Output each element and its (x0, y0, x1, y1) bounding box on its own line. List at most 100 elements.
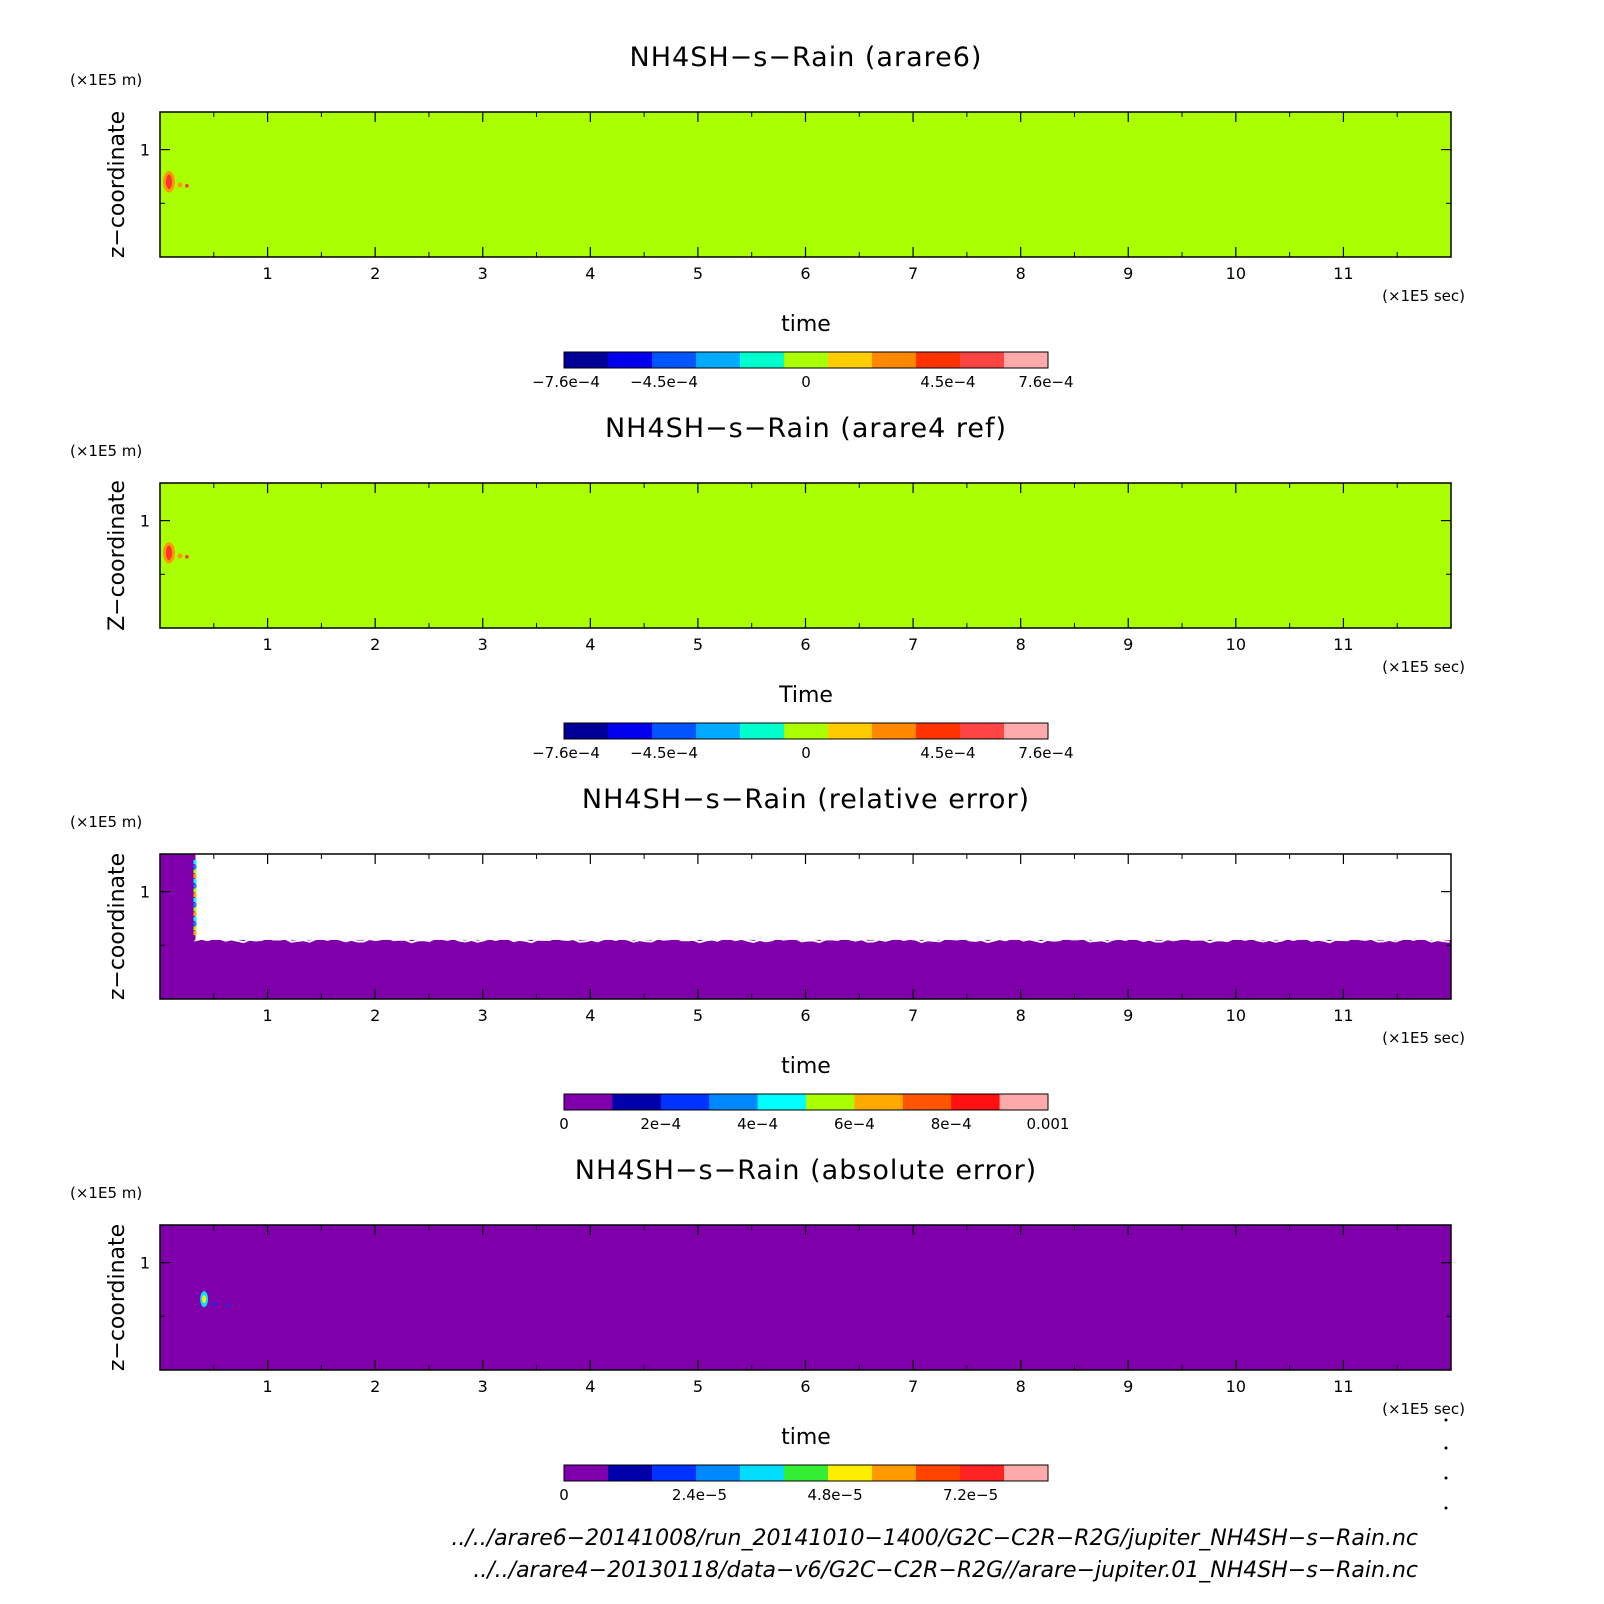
y-unit-label: (×1E5 m) (70, 813, 142, 831)
x-tick-label: 5 (693, 1377, 703, 1396)
x-unit-label: (×1E5 sec) (1382, 1029, 1465, 1047)
undefined-region-edge (194, 936, 1450, 944)
x-tick-label: 9 (1123, 1006, 1133, 1025)
colorbar-swatch (740, 1465, 785, 1481)
x-tick-label: 4 (585, 1377, 595, 1396)
x-tick-label: 8 (1016, 264, 1026, 283)
edge-speck (193, 921, 197, 926)
x-tick-label: 2 (370, 1377, 380, 1396)
colorbar-swatch (564, 1465, 609, 1481)
colorbar-swatch (564, 1094, 613, 1110)
footer-line-2: ../../arare4−20130118/data−v6/G2C−C2R−R2… (473, 1558, 1418, 1583)
colorbar-swatch (740, 723, 785, 739)
edge-speck (193, 888, 197, 893)
colorbar-label: −4.5e−4 (630, 744, 698, 762)
x-tick-label: 4 (585, 1006, 595, 1025)
colorbar-label: 7.6e−4 (1018, 373, 1073, 391)
colorbar-swatch (652, 723, 697, 739)
colorbar-swatch (872, 1465, 917, 1481)
feature-core (202, 1295, 207, 1304)
edge-speck (193, 893, 197, 898)
edge-speck (193, 931, 197, 936)
colorbar-swatch (1004, 723, 1049, 739)
x-tick-label: 3 (478, 264, 488, 283)
colorbar-swatch (960, 352, 1005, 368)
colorbar-label: 4.5e−4 (920, 373, 975, 391)
colorbar-label: −4.5e−4 (630, 373, 698, 391)
colorbar-frame (563, 722, 1049, 740)
colorbar-swatch (784, 723, 829, 739)
x-tick-label: 1 (262, 1006, 272, 1025)
colorbar-swatch (696, 352, 741, 368)
x-tick-label: 11 (1333, 635, 1353, 654)
x-tick-label: 3 (478, 1006, 488, 1025)
edge-speck (193, 869, 197, 874)
x-tick-label: 8 (1016, 1006, 1026, 1025)
colorbar-label: −7.6e−4 (532, 744, 600, 762)
colorbar-swatch (709, 1094, 759, 1110)
margin-dot (1444, 1506, 1448, 1510)
edge-speck (193, 897, 197, 902)
y-axis-label: Z−coordinate (105, 480, 130, 631)
x-unit-label: (×1E5 sec) (1382, 287, 1465, 305)
chart-panel-4: NH4SH−s−Rain (absolute error) (×1E5 m) z−c… (70, 1155, 1465, 1504)
edge-speck (193, 878, 197, 883)
colorbar-swatch (740, 352, 785, 368)
edge-speck (193, 874, 197, 879)
feature-dot (185, 555, 189, 559)
x-tick-label: 3 (478, 635, 488, 654)
colorbar-swatch (784, 352, 829, 368)
colorbar-swatch (916, 1465, 961, 1481)
y-unit-label: (×1E5 m) (70, 442, 142, 460)
colorbar-frame (563, 1464, 1049, 1482)
colorbar-swatch (854, 1094, 904, 1110)
colorbar-label: 0 (559, 1115, 569, 1133)
edge-speck (193, 902, 197, 907)
x-tick-label: 11 (1333, 264, 1353, 283)
margin-dot (1444, 1418, 1448, 1422)
x-axis-label: time (781, 1054, 831, 1079)
undefined-region (195, 854, 1452, 940)
chart-title: NH4SH−s−Rain (arare6) (630, 42, 983, 73)
x-tick-label: 3 (478, 1377, 488, 1396)
chart-title: NH4SH−s−Rain (arare4 ref) (605, 413, 1007, 444)
x-tick-label: 6 (800, 1006, 810, 1025)
x-axis-label: time (781, 312, 831, 337)
colorbar-swatch (1004, 352, 1049, 368)
y-tick-label: 1 (140, 141, 150, 160)
y-unit-label: (×1E5 m) (70, 1184, 142, 1202)
x-tick-label: 1 (262, 264, 272, 283)
feature-dot (185, 184, 189, 188)
x-tick-label: 6 (800, 635, 810, 654)
colorbar-label: 4e−4 (737, 1115, 778, 1133)
colorbar-label: 7.2e−5 (943, 1486, 998, 1504)
colorbar-swatch (828, 723, 873, 739)
colorbar-label: 0 (801, 744, 811, 762)
x-unit-label: (×1E5 sec) (1382, 1400, 1465, 1418)
colorbar-swatch (960, 723, 1005, 739)
edge-speck (193, 883, 197, 888)
y-axis-label: z−coordinate (105, 853, 130, 1000)
chart-title: NH4SH−s−Rain (absolute error) (575, 1155, 1037, 1186)
colorbar-frame (563, 351, 1049, 369)
heatmap-background (160, 483, 1451, 628)
colorbar-swatch (960, 1465, 1005, 1481)
x-tick-label: 2 (370, 635, 380, 654)
colorbar-label: 4.8e−5 (807, 1486, 862, 1504)
x-tick-label: 1 (262, 1377, 272, 1396)
y-tick-label: 1 (140, 512, 150, 531)
x-tick-label: 1 (262, 635, 272, 654)
colorbar-swatch (828, 1465, 873, 1481)
colorbar-swatch (564, 352, 609, 368)
y-unit-label: (×1E5 m) (70, 71, 142, 89)
edge-speck (193, 916, 197, 921)
x-tick-label: 5 (693, 1006, 703, 1025)
feature-core (166, 545, 172, 560)
x-tick-label: 4 (585, 635, 595, 654)
x-tick-label: 7 (908, 1006, 918, 1025)
x-tick-label: 10 (1226, 1006, 1246, 1025)
x-tick-label: 8 (1016, 635, 1026, 654)
footer-line-1: ../../arare6−20141008/run_20141010−1400/… (451, 1526, 1418, 1551)
colorbar-swatch (916, 723, 961, 739)
edge-speck (193, 864, 197, 869)
